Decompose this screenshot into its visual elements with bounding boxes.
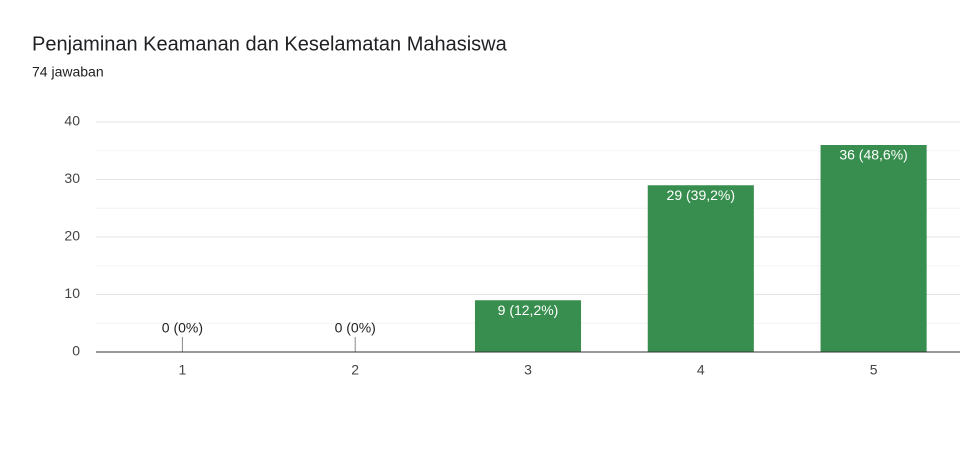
value-label: 29 (39,2%) [667, 187, 735, 203]
x-tick-label: 1 [179, 362, 187, 378]
bar [474, 300, 582, 352]
y-tick-label: 10 [64, 285, 80, 301]
value-label: 36 (48,6%) [839, 147, 907, 163]
x-tick-label: 4 [697, 362, 705, 378]
value-label: 0 (0%) [162, 320, 203, 336]
bar [820, 145, 927, 352]
y-tick-label: 20 [64, 228, 80, 244]
y-tick-label: 40 [64, 113, 80, 129]
y-tick-label: 30 [64, 170, 80, 186]
x-tick-label: 3 [524, 362, 532, 378]
value-label: 9 (12,2%) [498, 302, 559, 318]
x-tick-label: 2 [351, 362, 359, 378]
value-label: 0 (0%) [335, 320, 376, 336]
bar [647, 185, 754, 352]
chart-title: Penjaminan Keamanan dan Keselamatan Maha… [32, 33, 508, 55]
y-tick-label: 0 [72, 343, 80, 359]
chart-subtitle: 74 jawaban [32, 64, 104, 80]
x-tick-label: 5 [870, 362, 878, 378]
